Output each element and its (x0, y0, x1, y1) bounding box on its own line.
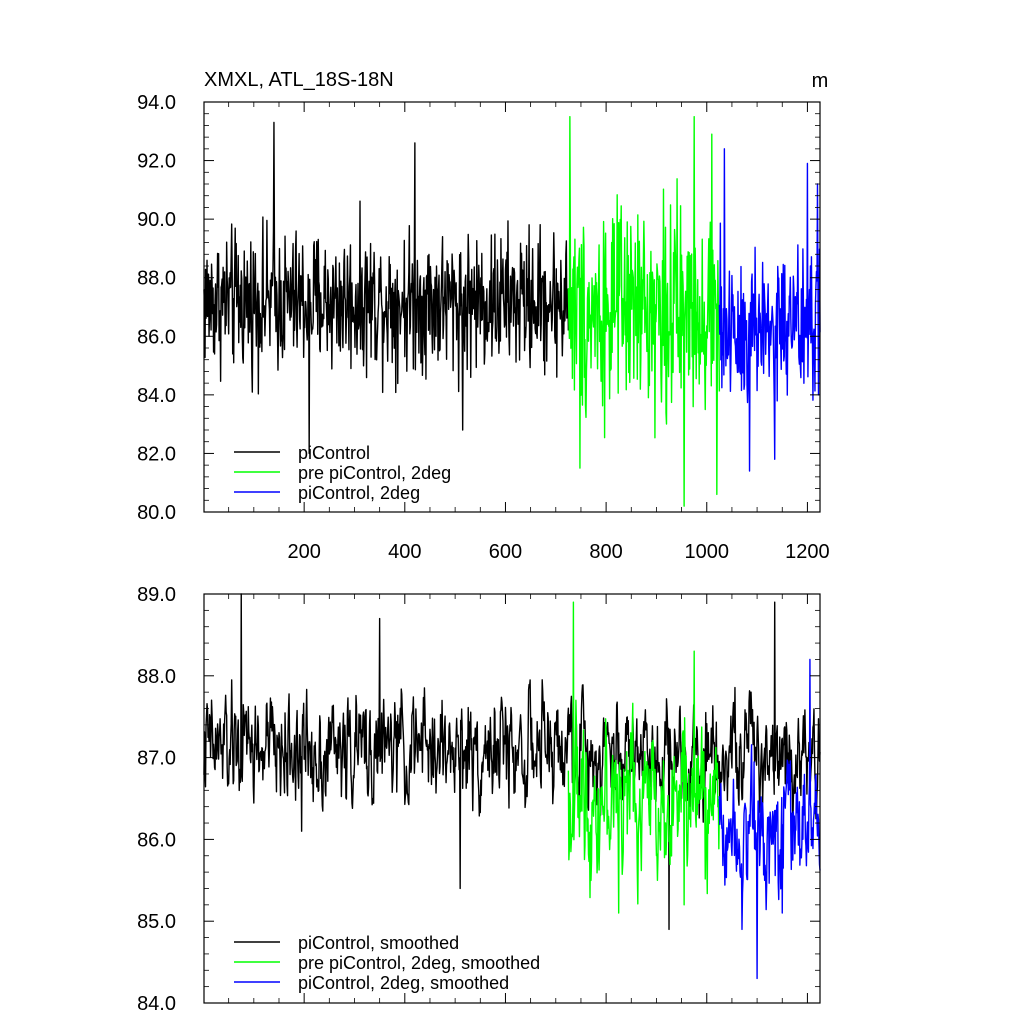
y-tick-label: 82.0 (137, 443, 176, 465)
series-line-1 (567, 115, 721, 507)
y-tick-label: 88.0 (137, 666, 176, 688)
legend-label: piControl, smoothed (298, 933, 459, 953)
units-label: m (812, 70, 829, 92)
series-line-1 (567, 601, 721, 914)
y-tick-label: 90.0 (137, 209, 176, 231)
y-tick-label: 84.0 (137, 993, 176, 1015)
legend-label: pre piControl, 2deg, smoothed (298, 953, 540, 973)
legend-label: piControl, 2deg (298, 483, 420, 503)
y-tick-label: 87.0 (137, 748, 176, 770)
top-panel: 80.0 82.0 84.0 86.0 88.0 90.0 92.0 94.0 200 400 60… (137, 92, 830, 563)
x-tick-label: 600 (489, 541, 522, 563)
legend-label: pre piControl, 2deg (298, 463, 451, 483)
y-tick-label: 80.0 (137, 502, 176, 524)
x-tick-label: 1200 (785, 541, 830, 563)
y-tick-label: 85.0 (137, 911, 176, 933)
legend-label: piControl (298, 443, 370, 463)
y-tick-label: 84.0 (137, 385, 176, 407)
plot-frame (203, 593, 821, 1004)
x-tick-label: 1000 (685, 541, 730, 563)
y-tick-label: 94.0 (137, 92, 176, 114)
plot-frame (203, 101, 821, 513)
y-tick-label: 89.0 (137, 584, 176, 606)
bottom-panel: 84.0 85.0 86.0 87.0 88.0 89.0 piControl, smoot… (137, 584, 821, 1015)
series-line-0 (203, 121, 570, 455)
y-tick-label: 88.0 (137, 268, 176, 290)
figure-title: XMXL, ATL_18S-18N (204, 69, 394, 91)
y-tick-label: 92.0 (137, 151, 176, 173)
x-tick-label: 400 (388, 541, 421, 563)
series-line-0 (203, 593, 821, 931)
y-tick-label: 86.0 (137, 829, 176, 851)
x-tick-label: 200 (287, 541, 320, 563)
legend-label: piControl, 2deg, smoothed (298, 973, 509, 993)
x-tick-label: 800 (589, 541, 622, 563)
y-tick-label: 86.0 (137, 326, 176, 348)
series-line-2 (718, 658, 821, 980)
series-line-2 (718, 148, 821, 472)
